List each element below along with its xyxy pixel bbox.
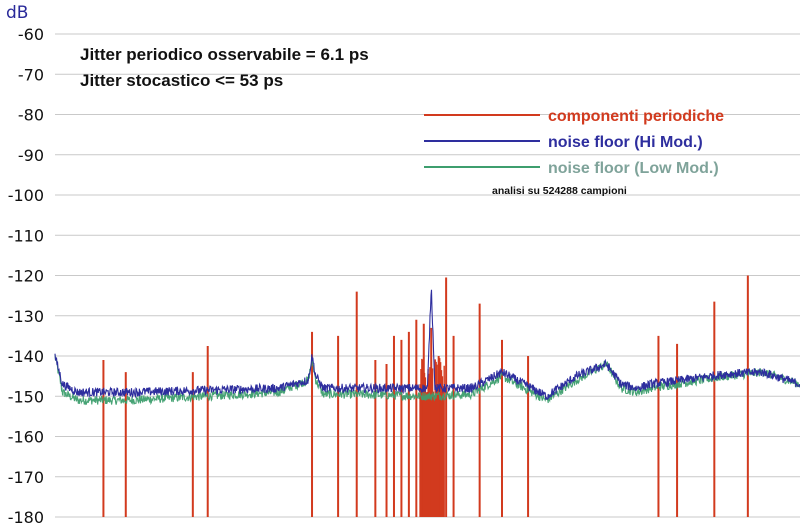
plot-area [54, 275, 800, 517]
legend-label-low-mod: noise floor (Low Mod.) [548, 160, 719, 177]
annotation-jitter-periodic: Jitter periodico osservabile = 6.1 ps [80, 45, 369, 64]
y-tick-label: -180 [8, 508, 44, 526]
y-axis-unit-label: dB [6, 3, 28, 23]
y-tick-label: -130 [8, 307, 44, 326]
y-tick-label: -90 [18, 146, 44, 165]
legend-label-hi-mod: noise floor (Hi Mod.) [548, 134, 703, 151]
legend-label-periodic: componenti periodiche [548, 108, 724, 125]
y-tick-label: -70 [18, 65, 44, 84]
y-tick-labels: -60 -70 -80 -90 -100 -110 -120 -130 -140 -150 -160… [8, 25, 44, 526]
y-tick-label: -100 [8, 186, 44, 205]
series-line-hi-mod [54, 289, 800, 400]
y-tick-label: -160 [8, 428, 44, 447]
periodic-components-series [102, 275, 749, 517]
y-tick-label: -110 [8, 226, 44, 245]
y-tick-label: -80 [18, 106, 44, 125]
y-tick-label: -60 [18, 25, 44, 44]
sample-count-note: analisi su 524288 campioni [492, 185, 627, 197]
y-tick-label: -170 [8, 468, 44, 487]
noise-floor-series [54, 289, 800, 406]
legend: componenti periodiche noise floor (Hi Mo… [424, 108, 724, 177]
y-tick-label: -120 [8, 267, 44, 286]
annotation-jitter-stochastic: Jitter stocastico <= 53 ps [80, 71, 283, 90]
y-tick-label: -150 [8, 387, 44, 406]
y-tick-label: -140 [8, 347, 44, 366]
